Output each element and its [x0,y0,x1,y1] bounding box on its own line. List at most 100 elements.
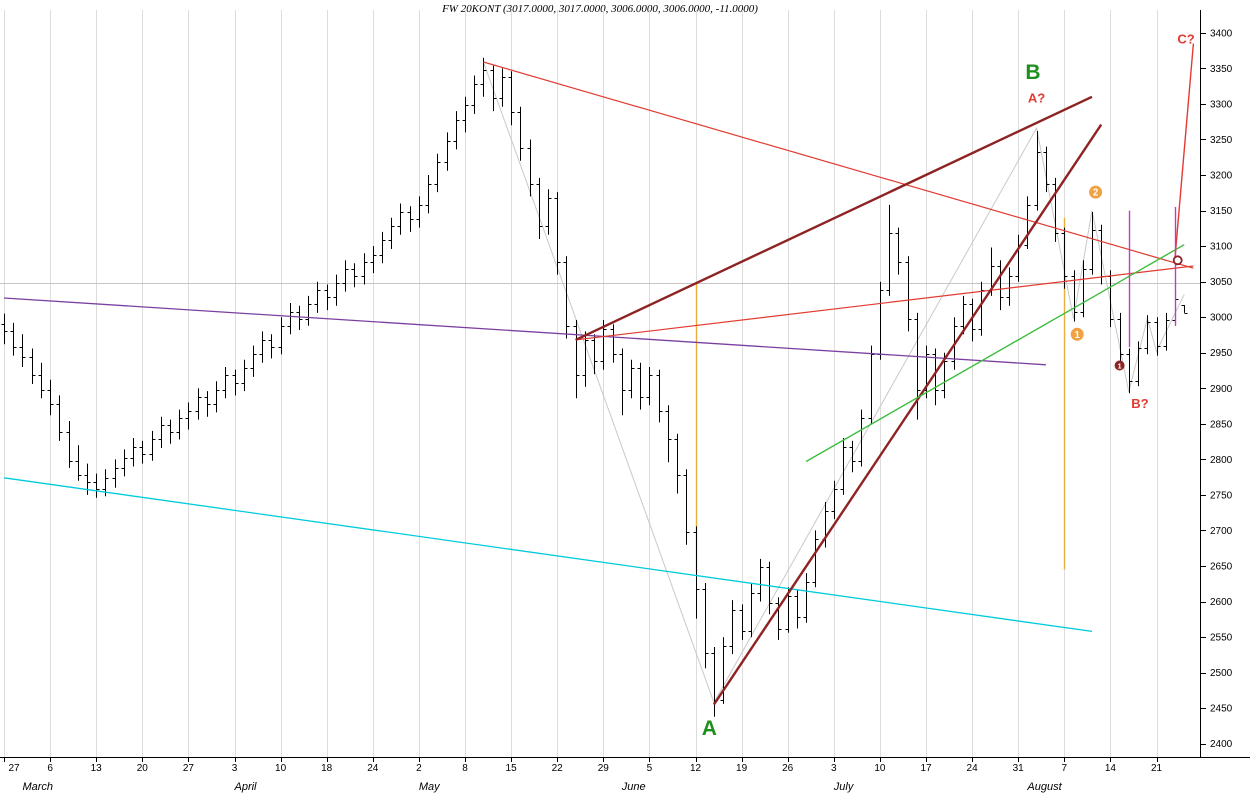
ohlc-bar [66,421,73,468]
trendlines [3,43,1195,706]
ohlc-bars [1,57,1188,717]
ohlc-bar [241,359,248,392]
ohlc-bar [75,445,82,481]
ohlc-bar [499,68,506,107]
x-day-label: 24 [367,763,379,774]
ohlc-bar [259,331,266,363]
y-price-label: 3100 [1210,242,1233,253]
ohlc-bar [527,139,534,197]
ohlc-bar [766,561,773,615]
ohlc-bar [397,203,404,235]
ohlc-bar [1089,212,1096,275]
ohlc-bar [1107,270,1114,328]
ohlc-bar [1144,315,1151,355]
x-month-label: March [22,781,53,793]
x-day-label: 20 [137,763,149,774]
marker-circle-1-darkred [1114,360,1125,371]
ohlc-bar [960,295,967,335]
ohlc-bar [536,177,543,239]
ohlc-bar [812,530,819,588]
ohlc-bar [849,440,856,473]
ohlc-bar [831,480,838,520]
y-price-label: 2750 [1210,490,1233,501]
ohlc-bar [711,647,718,717]
x-day-label: 10 [874,763,886,774]
trendline-purple-trendline [3,297,1046,366]
ohlc-bar [554,192,561,275]
ohlc-bar [646,367,653,406]
ohlc-bar [370,246,377,274]
ohlc-bar [600,320,607,370]
ohlc-bar [204,391,211,417]
ohlc-bar [1052,177,1059,242]
x-day-label: 17 [920,763,932,774]
ohlc-bar [453,111,460,150]
marker-circle-2-orange-digit: 2 [1093,188,1099,199]
ohlc-bar [997,260,1004,311]
ohlc-bar [674,433,681,494]
ohlc-bar [619,348,626,416]
x-day-label: 3 [232,763,238,774]
ohlc-bar [342,260,349,292]
ohlc-bar [314,281,321,313]
ohlc-bar [1024,196,1031,249]
ohlc-bar [1,313,8,345]
ohlc-bar [840,438,847,495]
ohlc-bar [29,348,36,384]
ohlc-bar [1061,227,1068,289]
y-price-label: 2650 [1210,562,1233,573]
ohlc-bar [702,583,709,669]
ohlc-bar [886,204,893,296]
y-price-label: 2700 [1210,526,1233,537]
chart-title: FW 20KONT (3017.0000, 3017.0000, 3006.00… [442,3,758,15]
ohlc-bar [130,438,137,467]
ohlc-bar [1015,234,1022,282]
x-month-label: April [234,781,258,793]
ohlc-bar [222,367,229,399]
x-day-label: 22 [552,763,564,774]
ohlc-bar [729,600,736,655]
x-day-label: 21 [1151,763,1163,774]
ohlc-bar [176,409,183,440]
ohlc-bar [93,473,100,498]
ohlc-bar [1098,224,1105,285]
ohlc-bar [757,558,764,602]
x-month-label: August [1026,781,1062,793]
weekly-gridlines [4,10,1158,757]
wave-labels: B A A? B? C? [702,32,1195,741]
x-day-label: 27 [183,763,195,774]
ohlc-bar [268,334,275,359]
ohlc-bar [287,303,294,335]
ohlc-bar [112,459,119,488]
ohlc-bar [969,298,976,342]
ohlc-bar [425,175,432,214]
ohlc-bar [794,590,801,629]
x-day-label: 15 [506,763,518,774]
wave-label-b: B [1025,61,1040,84]
ohlc-bar [232,369,239,396]
marker-circle-1-darkred-digit: 1 [1118,361,1122,370]
y-price-label: 2900 [1210,384,1233,395]
ohlc-bar [693,526,700,619]
ohlc-bar [185,402,192,430]
wave-label-b-question: B? [1131,396,1148,411]
ohlc-bar [591,334,598,375]
ohlc-bar [56,395,63,441]
ohlc-bar [1071,270,1078,322]
ohlc-bar [47,379,54,416]
ohlc-bar [1163,312,1170,351]
ohlc-bar [739,604,746,640]
x-month-label: July [833,781,855,793]
ohlc-bar [610,324,617,363]
x-month-label: June [621,781,646,793]
y-price-label: 3250 [1210,135,1233,146]
y-price-label: 2600 [1210,597,1233,608]
trendline-cyan-support-line [3,477,1093,633]
ohlc-bar [195,388,202,420]
ohlc-bar [1080,260,1087,318]
ohlc-bar [388,217,395,249]
ohlc-bar [1135,341,1142,387]
y-price-label: 3150 [1210,206,1233,217]
ohlc-bar [351,263,358,288]
